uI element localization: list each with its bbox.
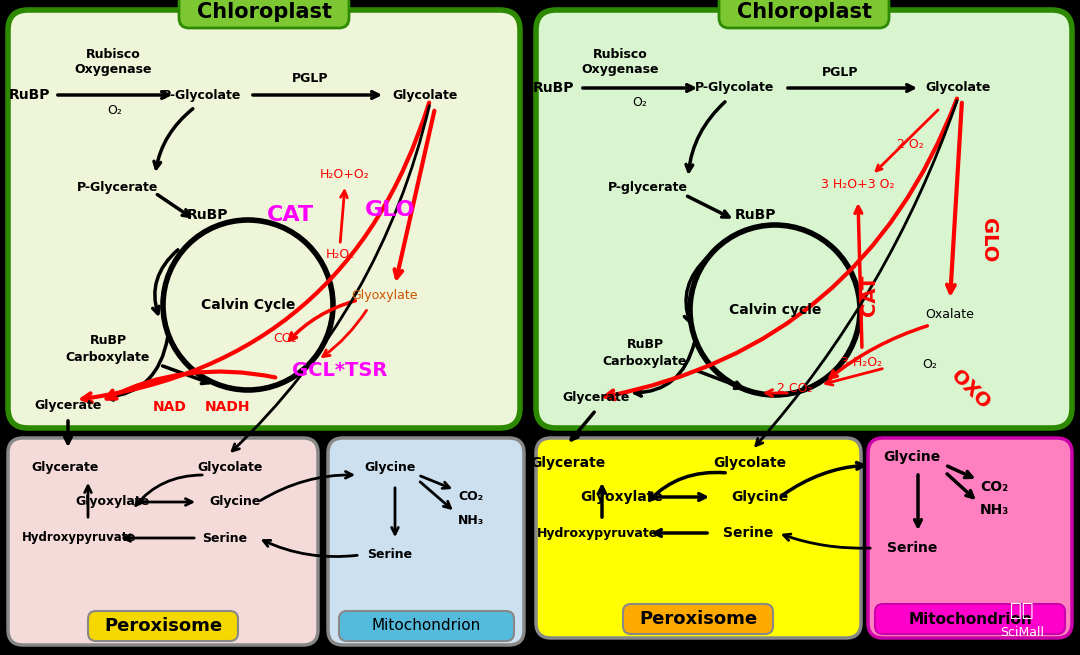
- Text: CO₂: CO₂: [980, 480, 1008, 494]
- Text: Hydroxypyruvate: Hydroxypyruvate: [22, 531, 136, 544]
- Text: Rubisco: Rubisco: [85, 48, 140, 62]
- Text: Glyoxylate: Glyoxylate: [352, 288, 418, 301]
- Text: O₂: O₂: [633, 96, 647, 109]
- Text: P-glycerate: P-glycerate: [608, 181, 688, 195]
- Text: CO₂: CO₂: [458, 491, 483, 504]
- FancyBboxPatch shape: [875, 604, 1065, 634]
- Text: RuBP: RuBP: [734, 208, 775, 222]
- Text: Glycerate: Glycerate: [31, 460, 98, 474]
- Text: Oxalate: Oxalate: [926, 309, 974, 322]
- FancyBboxPatch shape: [339, 611, 514, 641]
- Text: 2 O₂: 2 O₂: [896, 138, 923, 151]
- Text: H₂O₂: H₂O₂: [325, 248, 354, 261]
- Text: Glycine: Glycine: [210, 495, 260, 508]
- Text: GLO: GLO: [365, 200, 416, 220]
- Text: 科界: 科界: [1010, 601, 1034, 620]
- Text: Oxygenase: Oxygenase: [75, 64, 152, 77]
- FancyBboxPatch shape: [868, 438, 1072, 638]
- Text: Mitochondrion: Mitochondrion: [372, 618, 481, 633]
- Text: NAD: NAD: [153, 400, 187, 414]
- Text: RuBP: RuBP: [90, 333, 126, 346]
- Text: Glycolate: Glycolate: [198, 460, 262, 474]
- Text: Serine: Serine: [887, 541, 937, 555]
- Text: Oxygenase: Oxygenase: [581, 64, 659, 77]
- Text: Glycine: Glycine: [731, 490, 788, 504]
- Text: PGLP: PGLP: [822, 66, 859, 79]
- Text: P-Glycerate: P-Glycerate: [78, 181, 159, 195]
- Text: CO₂: CO₂: [273, 331, 297, 345]
- Text: CAT: CAT: [861, 274, 879, 316]
- FancyBboxPatch shape: [536, 438, 861, 638]
- Text: OXO: OXO: [947, 367, 994, 413]
- FancyBboxPatch shape: [87, 611, 238, 641]
- Text: NH₃: NH₃: [980, 503, 1009, 517]
- Text: P-Glycolate: P-Glycolate: [696, 81, 774, 94]
- Text: Glycerate: Glycerate: [35, 398, 102, 411]
- Text: Glycerate: Glycerate: [563, 392, 630, 405]
- FancyBboxPatch shape: [8, 438, 318, 645]
- Text: Peroxisome: Peroxisome: [639, 610, 757, 628]
- Text: CAT: CAT: [267, 205, 313, 225]
- Text: Glycolate: Glycolate: [926, 81, 990, 94]
- Text: Glycerate: Glycerate: [530, 456, 606, 470]
- FancyBboxPatch shape: [8, 10, 519, 428]
- FancyBboxPatch shape: [536, 10, 1072, 428]
- FancyBboxPatch shape: [719, 0, 889, 28]
- Text: Serine: Serine: [202, 531, 247, 544]
- Text: Glycolate: Glycolate: [714, 456, 786, 470]
- Text: Glyoxylate: Glyoxylate: [75, 495, 149, 508]
- Text: RuBP: RuBP: [10, 88, 51, 102]
- Text: Peroxisome: Peroxisome: [104, 617, 222, 635]
- Text: NH₃: NH₃: [458, 514, 484, 527]
- Text: NADH: NADH: [205, 400, 251, 414]
- Text: Calvin cycle: Calvin cycle: [729, 303, 821, 317]
- Text: Rubisco: Rubisco: [593, 48, 647, 62]
- FancyBboxPatch shape: [623, 604, 773, 634]
- Text: Glycine: Glycine: [883, 450, 941, 464]
- Text: RuBP: RuBP: [187, 208, 229, 222]
- Text: Calvin Cycle: Calvin Cycle: [201, 298, 295, 312]
- Text: RuBP: RuBP: [534, 81, 575, 95]
- Text: 3 H₂O+3 O₂: 3 H₂O+3 O₂: [821, 179, 894, 191]
- Text: P-Glycolate: P-Glycolate: [162, 88, 242, 102]
- FancyBboxPatch shape: [328, 438, 524, 645]
- Text: 3 H₂O₂: 3 H₂O₂: [841, 356, 882, 369]
- Text: Mitochondrion: Mitochondrion: [908, 612, 1031, 626]
- Text: O₂: O₂: [922, 358, 937, 371]
- Text: Carboxylate: Carboxylate: [66, 350, 150, 364]
- Text: 2 CO₂: 2 CO₂: [778, 381, 813, 394]
- Text: O₂: O₂: [108, 103, 122, 117]
- Text: Glycine: Glycine: [364, 460, 416, 474]
- Text: GCL*TSR: GCL*TSR: [293, 360, 388, 379]
- Text: Serine: Serine: [367, 548, 413, 561]
- Text: Glycolate: Glycolate: [392, 88, 458, 102]
- FancyBboxPatch shape: [179, 0, 349, 28]
- Text: Chloroplast: Chloroplast: [197, 2, 332, 22]
- Text: Serine: Serine: [723, 526, 773, 540]
- Text: Chloroplast: Chloroplast: [737, 2, 872, 22]
- Text: SciMall: SciMall: [1000, 626, 1044, 639]
- Text: Glyoxylate: Glyoxylate: [580, 490, 663, 504]
- Text: GLO: GLO: [978, 218, 998, 262]
- Text: RuBP: RuBP: [626, 339, 663, 352]
- Text: Carboxylate: Carboxylate: [603, 356, 687, 369]
- Text: H₂O+O₂: H₂O+O₂: [320, 168, 369, 181]
- Text: Hydroxypyruvate: Hydroxypyruvate: [537, 527, 658, 540]
- Text: PGLP: PGLP: [292, 71, 328, 84]
